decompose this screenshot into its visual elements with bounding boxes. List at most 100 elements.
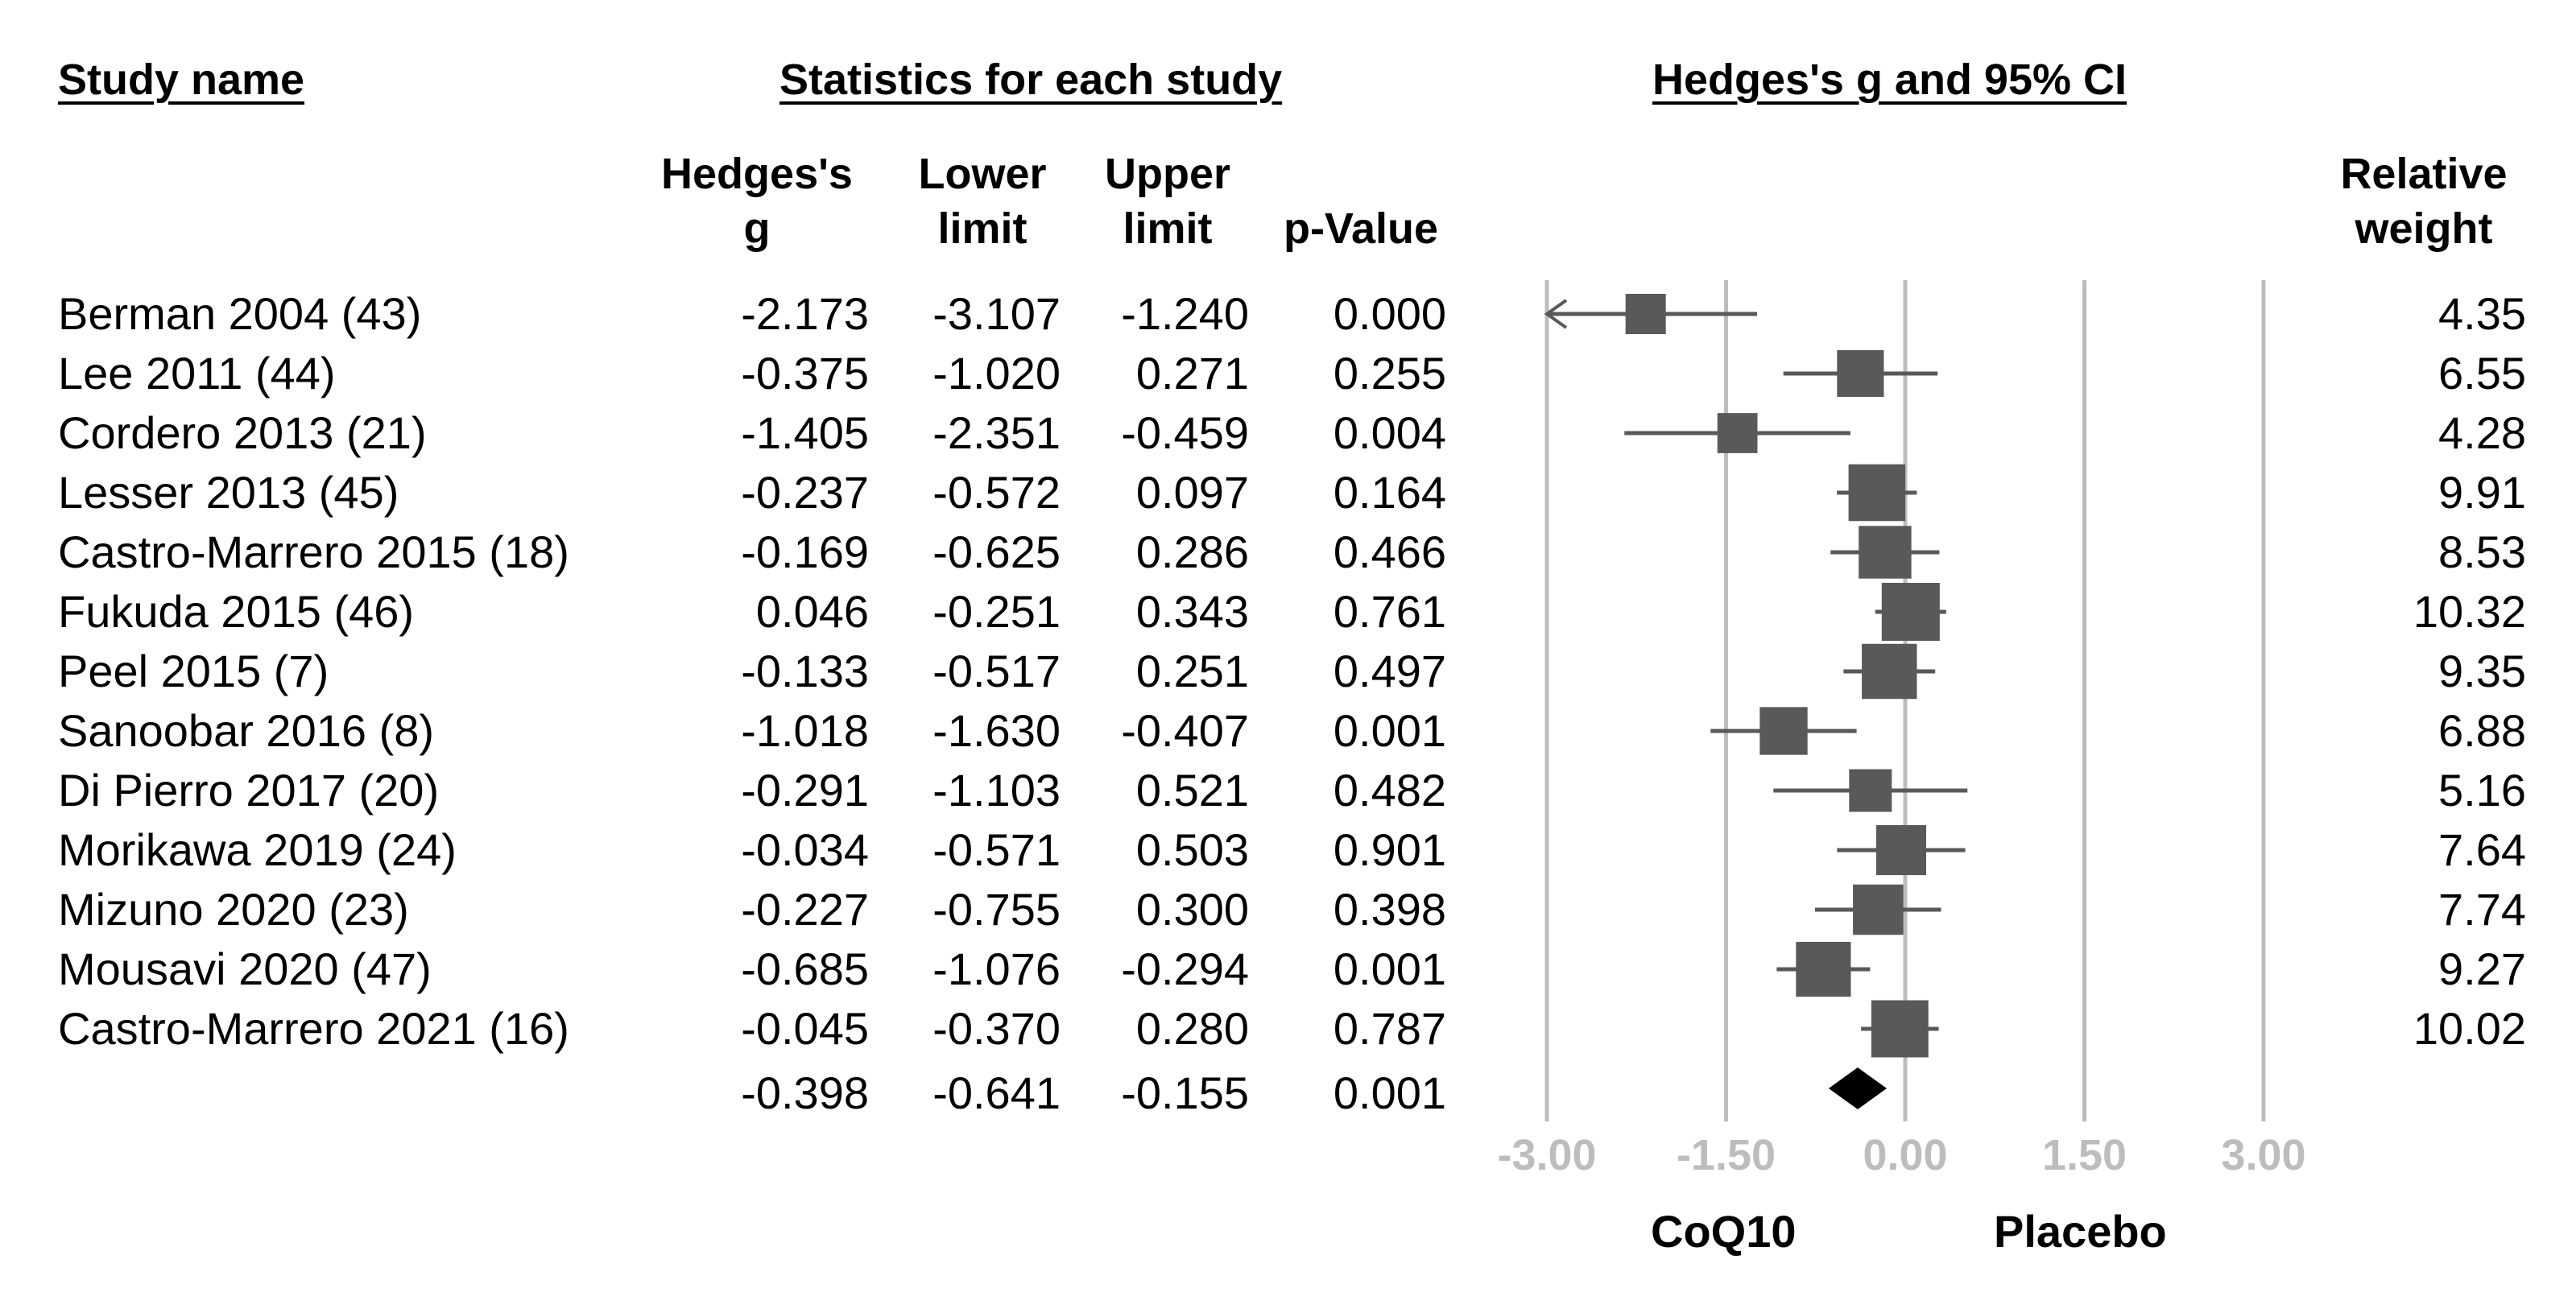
table-row: Peel 2015 (7) -0.133 -0.517 0.251 0.497 9.35	[0, 642, 2576, 701]
hedges-g-cell: -0.169	[741, 526, 869, 577]
lower-limit-cell: -0.625	[932, 526, 1061, 577]
study-marker	[1859, 526, 1912, 579]
summary-row: -0.398 -0.641 -0.155 0.001	[0, 1063, 2576, 1123]
effect-plot-header: Hedges's g and 95% CI	[1652, 56, 2127, 104]
lower-limit-cell: -0.572	[932, 467, 1061, 518]
lower-limit-cell: -0.370	[932, 1003, 1061, 1054]
relative-weight-cell: 7.74	[2438, 884, 2526, 935]
hedges-g-cell: -0.375	[741, 348, 869, 398]
relative-weight-header-line1: Relative	[2340, 150, 2508, 198]
hedges-g-cell: -0.227	[741, 884, 869, 935]
p-value-column-header: p-Value	[1264, 147, 1458, 256]
upper-limit-cell: 0.503	[1135, 824, 1249, 875]
table-row: Sanoobar 2016 (8) -1.018 -1.630 -0.407 0.001…	[0, 701, 2576, 761]
relative-weight-cell: 9.91	[2438, 467, 2526, 518]
upper-limit-cell: 0.521	[1135, 765, 1249, 815]
lower-limit-cell: -0.755	[932, 884, 1061, 935]
table-row: Cordero 2013 (21) -1.405 -2.351 -0.459 0.004…	[0, 403, 2576, 463]
summary-hedges-g: -0.398	[741, 1067, 869, 1118]
table-row: Mousavi 2020 (47) -0.685 -1.076 -0.294 0.001…	[0, 939, 2576, 999]
hedges-g-cell: -2.173	[741, 288, 869, 339]
study-marker	[1848, 464, 1906, 522]
p-value-cell: 0.004	[1333, 407, 1446, 458]
ci-arrow-left	[1544, 299, 1568, 329]
study-marker	[1625, 293, 1666, 335]
table-row: Fukuda 2015 (46) 0.046 -0.251 0.343 0.761 10.…	[0, 582, 2576, 642]
relative-weight-cell: 5.16	[2438, 765, 2526, 815]
table-row: Berman 2004 (43) -2.173 -3.107 -1.240 0.000 4…	[0, 284, 2576, 344]
table-row: Lee 2011 (44) -0.375 -1.020 0.271 0.255 6.55	[0, 344, 2576, 403]
lower-limit-cell: -3.107	[932, 288, 1061, 339]
study-name-cell: Castro-Marrero 2021 (16)	[58, 1003, 569, 1054]
relative-weight-cell: 4.35	[2438, 288, 2526, 339]
table-row: Lesser 2013 (45) -0.237 -0.572 0.097 0.164 9.…	[0, 463, 2576, 522]
hedges-g-cell: -0.685	[741, 943, 869, 994]
lower-limit-header-line2: limit	[937, 204, 1028, 253]
table-row: Di Pierro 2017 (20) -0.291 -1.103 0.521 0.48…	[0, 761, 2576, 820]
relative-weight-cell: 8.53	[2438, 526, 2526, 577]
study-name-cell: Peel 2015 (7)	[58, 646, 329, 696]
upper-limit-cell: 0.300	[1135, 884, 1249, 935]
p-value-cell: 0.000	[1333, 288, 1446, 339]
study-name-cell: Mousavi 2020 (47)	[58, 943, 432, 994]
relative-weight-cell: 6.88	[2438, 705, 2526, 756]
p-value-cell: 0.761	[1333, 586, 1446, 637]
p-value-cell: 0.466	[1333, 526, 1446, 577]
upper-limit-header-line2: limit	[1123, 204, 1213, 253]
statistics-header: Statistics for each study	[779, 56, 1283, 104]
table-row: Castro-Marrero 2021 (16) -0.045 -0.370 0.28…	[0, 999, 2576, 1059]
study-marker	[1837, 349, 1884, 398]
upper-limit-cell: 0.271	[1135, 348, 1249, 398]
relative-weight-header-line2: weight	[2355, 204, 2493, 253]
study-marker	[1759, 707, 1808, 755]
upper-limit-cell: 0.343	[1135, 586, 1249, 637]
study-marker	[1849, 769, 1892, 812]
study-name-cell: Mizuno 2020 (23)	[58, 884, 409, 935]
hedges-g-cell: -0.034	[741, 824, 869, 875]
hedges-g-header-line1: Hedges's	[661, 150, 853, 198]
table-row: Mizuno 2020 (23) -0.227 -0.755 0.300 0.398 7.…	[0, 880, 2576, 939]
summary-upper-limit: -0.155	[1121, 1067, 1249, 1118]
lower-limit-cell: -0.571	[932, 824, 1061, 875]
study-name-cell: Fukuda 2015 (46)	[58, 586, 415, 637]
p-value-cell: 0.901	[1333, 824, 1446, 875]
p-value-cell: 0.398	[1333, 884, 1446, 935]
p-value-cell: 0.001	[1333, 705, 1446, 756]
relative-weight-cell: 9.35	[2438, 646, 2526, 696]
upper-limit-cell: 0.251	[1135, 646, 1249, 696]
study-name-cell: Di Pierro 2017 (20)	[58, 765, 440, 815]
study-name-cell: Lesser 2013 (45)	[58, 467, 399, 518]
p-value-cell: 0.255	[1333, 348, 1446, 398]
study-marker	[1875, 824, 1927, 876]
study-marker	[1862, 643, 1917, 700]
p-value-cell: 0.001	[1333, 943, 1446, 994]
summary-diamond	[1828, 1067, 1888, 1109]
lower-limit-column-header: Lower limit	[894, 147, 1071, 256]
study-name-cell: Berman 2004 (43)	[58, 288, 422, 339]
lower-limit-cell: -1.076	[932, 943, 1061, 994]
x-tick-label: 1.50	[2042, 1131, 2127, 1179]
x-tick-label: 3.00	[2221, 1131, 2305, 1179]
relative-weight-column-header: Relative weight	[2311, 147, 2537, 256]
upper-limit-cell: 0.286	[1135, 526, 1249, 577]
study-name-cell: Lee 2011 (44)	[58, 348, 336, 398]
p-value-cell: 0.497	[1333, 646, 1446, 696]
hedges-g-cell: 0.046	[755, 586, 869, 637]
study-name-header: Study name	[58, 56, 305, 104]
summary-p-value: 0.001	[1333, 1067, 1446, 1118]
relative-weight-cell: 7.64	[2438, 824, 2526, 875]
lower-limit-cell: -0.251	[932, 586, 1061, 637]
table-row: Morikawa 2019 (24) -0.034 -0.571 0.503 0.901…	[0, 820, 2576, 880]
x-tick-label: -3.00	[1497, 1131, 1596, 1179]
p-value-cell: 0.482	[1333, 765, 1446, 815]
upper-limit-cell: 0.097	[1135, 467, 1249, 518]
study-name-cell: Morikawa 2019 (24)	[58, 824, 457, 875]
x-tick-label: 0.00	[1863, 1131, 1947, 1179]
upper-limit-cell: -0.407	[1121, 705, 1249, 756]
study-name-cell: Castro-Marrero 2015 (18)	[58, 526, 569, 577]
upper-limit-column-header: Upper limit	[1079, 147, 1256, 256]
study-name-cell: Sanoobar 2016 (8)	[58, 705, 435, 756]
relative-weight-cell: 6.55	[2438, 348, 2526, 398]
lower-limit-cell: -1.020	[932, 348, 1061, 398]
